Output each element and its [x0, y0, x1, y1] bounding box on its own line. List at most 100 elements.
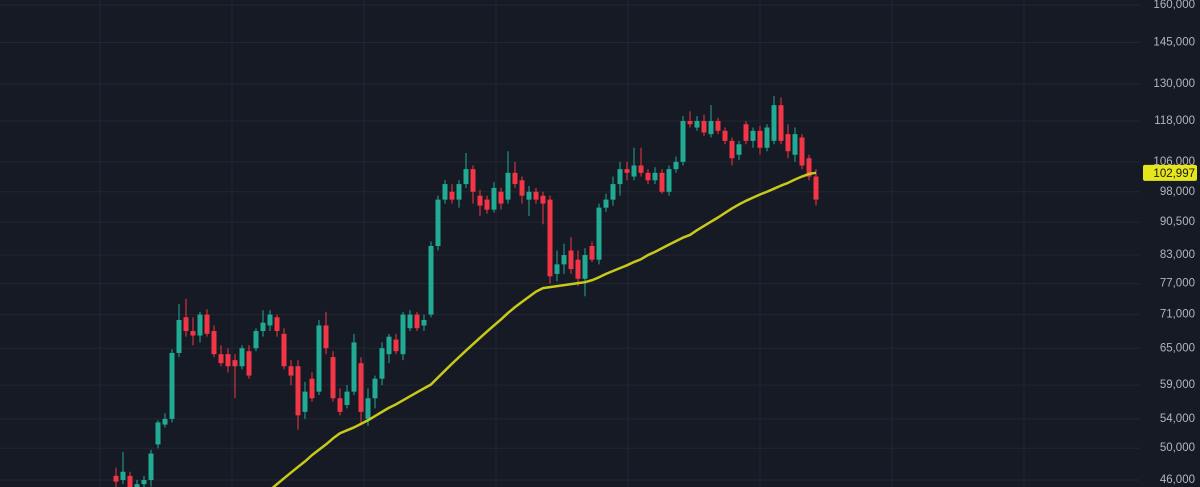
candle-body [197, 314, 203, 336]
candle-body [533, 191, 539, 200]
candle-body [148, 453, 154, 480]
candle-body [421, 319, 427, 326]
candle-body [246, 351, 252, 376]
candle-body [519, 180, 525, 196]
candle-body [393, 339, 399, 352]
y-tick-label: 50,000 [1160, 442, 1195, 454]
candle-body [505, 172, 511, 200]
candle-body [302, 391, 308, 412]
candle-body [260, 322, 266, 332]
candle-body [323, 325, 329, 349]
candle-body [813, 176, 819, 200]
candle-body [806, 158, 812, 177]
candle-body [512, 172, 518, 185]
candle-body [750, 130, 756, 141]
candle-body [666, 169, 672, 192]
candle-body [757, 130, 763, 148]
candle-body [561, 255, 567, 265]
candle-body [253, 331, 259, 349]
y-tick-label: 71,000 [1160, 309, 1195, 321]
last-value-label: 102,997 [1153, 168, 1195, 180]
candle-body [764, 127, 770, 148]
candle-body [701, 120, 707, 133]
candle-body [743, 124, 749, 141]
candle-body [554, 264, 560, 274]
candle-body [372, 378, 378, 399]
y-tick-label: 65,000 [1160, 342, 1195, 354]
candle-body [708, 120, 714, 135]
candle-body [113, 475, 119, 482]
candle-body [736, 144, 742, 155]
candle-body [351, 342, 357, 392]
candle-body [631, 165, 637, 177]
y-tick-label: 46,000 [1160, 474, 1195, 486]
candle-body [603, 199, 609, 208]
candle-body [134, 484, 140, 487]
candle-body [330, 357, 336, 399]
candle-body [624, 169, 630, 173]
candle-body [638, 165, 644, 173]
candle-body [715, 120, 721, 131]
candle-body [267, 314, 273, 326]
candle-body [540, 195, 546, 204]
candle-body [281, 333, 287, 367]
candle-body [589, 246, 595, 260]
y-tick-label: 59,000 [1160, 379, 1195, 391]
y-tick-label: 77,000 [1160, 278, 1195, 290]
candle-body [211, 331, 217, 355]
candle-body [365, 398, 371, 419]
candle-body [722, 130, 728, 141]
candle-body [386, 336, 392, 355]
candle-body [274, 317, 280, 332]
candle-body [526, 191, 532, 200]
candle-body [673, 161, 679, 170]
candle-body [204, 314, 210, 334]
y-tick-label: 98,000 [1160, 186, 1195, 198]
candle-body [337, 398, 343, 412]
candle-body [176, 319, 182, 353]
candle-body [232, 360, 238, 367]
y-tick-label: 130,000 [1153, 78, 1195, 90]
candle-body [645, 172, 651, 181]
y-tick-label: 90,500 [1160, 216, 1195, 228]
candle-body [484, 199, 490, 210]
y-tick-label: 145,000 [1153, 37, 1195, 49]
candle-body [582, 255, 588, 279]
candle-body [491, 187, 497, 210]
candle-body [225, 354, 231, 367]
candle-body [414, 314, 420, 329]
candle-body [792, 134, 798, 155]
candle-body [190, 331, 196, 336]
plot-area [113, 96, 819, 487]
candle-body [477, 195, 483, 206]
candle-body [785, 134, 791, 152]
candle-body [435, 199, 441, 247]
candle-body [155, 422, 161, 445]
candle-body [596, 207, 602, 260]
candle-body [659, 172, 665, 192]
candle-body [456, 184, 462, 200]
last-value-badge [1143, 164, 1197, 181]
y-tick-label: 54,000 [1160, 413, 1195, 425]
candle-body [687, 120, 693, 125]
candle-body [729, 140, 735, 159]
candle-body [470, 169, 476, 192]
candle-body [442, 184, 448, 200]
candle-body [449, 191, 455, 200]
candle-body [400, 314, 406, 355]
candle-body [288, 366, 294, 376]
candle-body [218, 354, 224, 364]
candle-body [309, 378, 315, 399]
candle-body [799, 137, 805, 166]
candle-body [617, 169, 623, 185]
vertical-grid [99, 0, 1025, 487]
candle-body [316, 325, 322, 392]
candle-body [547, 199, 553, 277]
candle-body [169, 352, 175, 419]
candle-body [120, 471, 126, 480]
candle-body [428, 246, 434, 315]
candle-body [379, 348, 385, 379]
candle-body [694, 120, 700, 128]
candle-body [771, 105, 777, 141]
